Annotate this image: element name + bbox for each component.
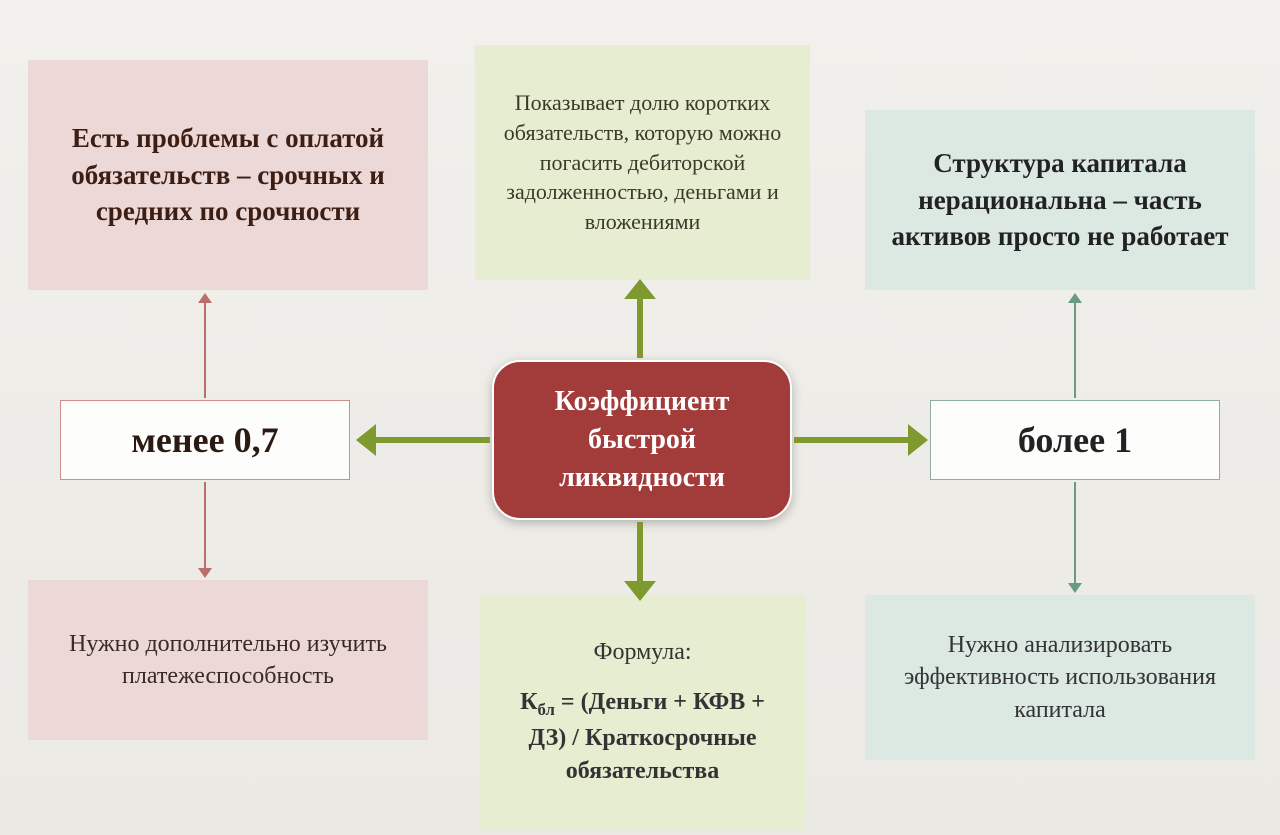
arrow-right-down (1074, 482, 1076, 585)
bottom-right-box: Нужно анализировать эффективность исполь… (865, 595, 1255, 760)
arrow-center-up-head (624, 279, 656, 299)
arrow-right-down-head (1068, 583, 1082, 593)
formula-rest: = (Деньги + КФВ + ДЗ) / Краткосрочные об… (529, 689, 765, 784)
arrow-center-left-head (356, 424, 376, 456)
top-center-box: Показывает долю коротких обязательств, к… (475, 45, 810, 280)
formula-sub: бл (538, 700, 555, 719)
arrow-center-right-head (908, 424, 928, 456)
mid-right-text: более 1 (1018, 416, 1132, 465)
formula-pre: К (520, 689, 537, 715)
top-left-text: Есть проблемы с оплатой обязательств – с… (48, 120, 408, 229)
arrow-left-down-head (198, 568, 212, 578)
arrow-left-down (204, 482, 206, 570)
arrow-left-up-head (198, 293, 212, 303)
arrow-right-up (1074, 302, 1076, 398)
bottom-left-text: Нужно дополнительно изучить платежеспосо… (48, 628, 408, 693)
top-center-text: Показывает долю коротких обязательств, к… (495, 88, 790, 236)
mid-left-box: менее 0,7 (60, 400, 350, 480)
arrow-center-right (794, 437, 912, 443)
center-text: Коэффициент быстрой ликвидности (514, 383, 770, 496)
formula-body: Кбл = (Деньги + КФВ + ДЗ) / Краткосрочны… (500, 686, 785, 789)
top-right-text: Структура капитала нерациональна – часть… (885, 145, 1235, 254)
center-node: Коэффициент быстрой ликвидности (492, 360, 792, 520)
arrow-center-down-head (624, 581, 656, 601)
arrow-center-up (637, 295, 643, 358)
arrow-left-up (204, 302, 206, 398)
arrow-right-up-head (1068, 293, 1082, 303)
bottom-center-box: Формула: Кбл = (Деньги + КФВ + ДЗ) / Кра… (480, 595, 805, 830)
formula-label: Формула: (593, 636, 691, 668)
bottom-left-box: Нужно дополнительно изучить платежеспосо… (28, 580, 428, 740)
bottom-right-text: Нужно анализировать эффективность исполь… (885, 629, 1235, 726)
arrow-center-left (372, 437, 490, 443)
arrow-center-down (637, 522, 643, 585)
mid-left-text: менее 0,7 (131, 416, 278, 465)
mid-right-box: более 1 (930, 400, 1220, 480)
top-left-box: Есть проблемы с оплатой обязательств – с… (28, 60, 428, 290)
top-right-box: Структура капитала нерациональна – часть… (865, 110, 1255, 290)
